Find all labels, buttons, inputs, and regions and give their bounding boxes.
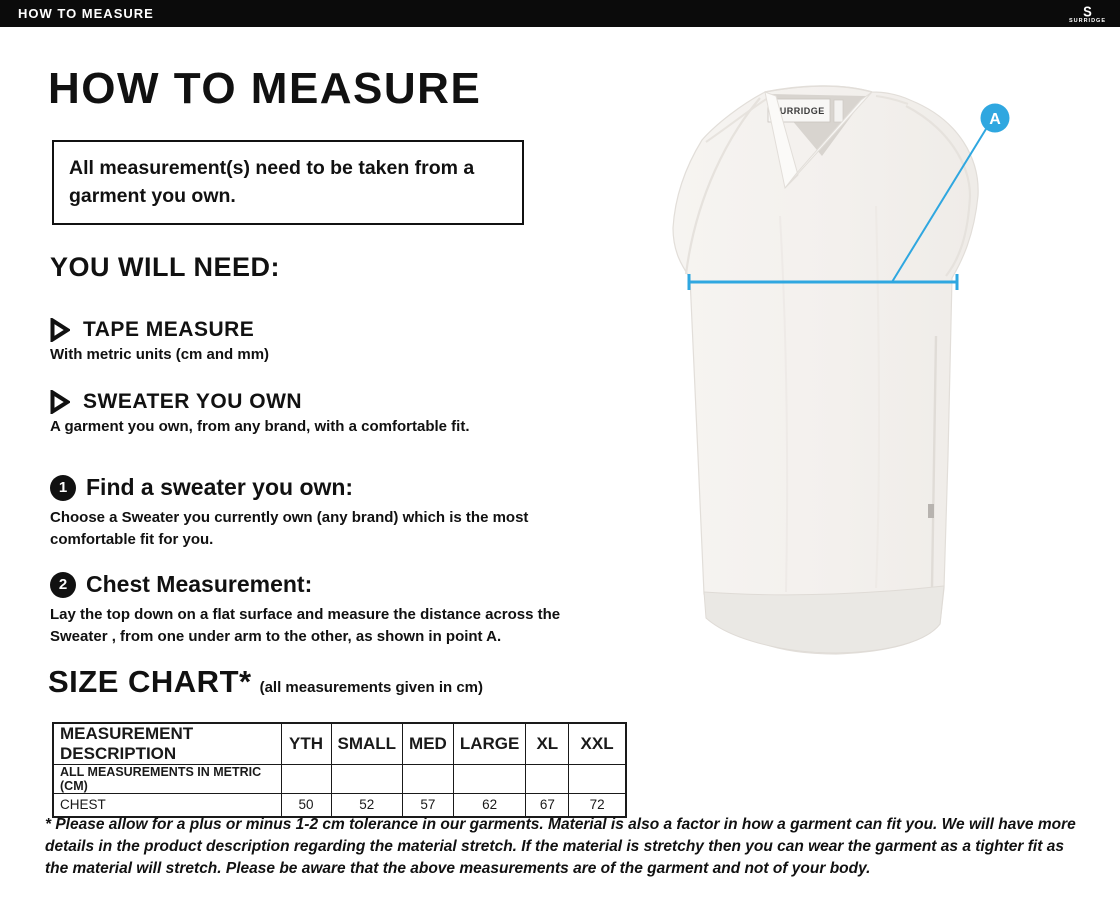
surridge-logo-text: SURRIDGE <box>1068 17 1106 24</box>
chest-value-small: 52 <box>330 793 404 817</box>
need-item-description: With metric units (cm and mm) <box>50 346 270 363</box>
col-header-xxl: XXL <box>568 722 627 765</box>
point-a-label: A <box>989 111 1001 128</box>
step-description: Choose a Sweater you currently own (any … <box>50 509 529 548</box>
empty-cell <box>525 764 570 794</box>
size-chart-heading: SIZE CHART* (all measurements given in c… <box>48 664 483 700</box>
sleeveless-sweater-illustration: SURRIDGE <box>672 85 979 655</box>
col-header-xl: XL <box>525 722 570 765</box>
step-2: 2 Chest Measurement: Lay the top down on… <box>50 571 595 648</box>
chest-row: CHEST 50 52 57 62 67 72 <box>52 793 627 817</box>
size-chart-title: SIZE CHART* <box>48 664 252 699</box>
neck-label-text: SURRIDGE <box>773 106 825 116</box>
top-bar: HOW TO MEASURE S SURRIDGE <box>0 0 1120 27</box>
size-chart-header-row: MEASUREMENT DESCRIPTION YTH SMALL MED LA… <box>52 722 627 765</box>
measurement-note-box: All measurement(s) need to be taken from… <box>52 140 524 226</box>
page-title: HOW TO MEASURE <box>48 64 482 113</box>
chest-value-yth: 50 <box>280 793 332 817</box>
callout-line <box>891 128 987 283</box>
empty-cell <box>280 764 332 794</box>
tolerance-footnote: * Please allow for a plus or minus 1-2 c… <box>45 816 1076 877</box>
empty-cell <box>568 764 627 794</box>
step-description: Lay the top down on a flat surface and m… <box>50 606 561 645</box>
surridge-logo-mark-icon: S <box>1083 2 1092 20</box>
need-item-description: A garment you own, from any brand, with … <box>50 418 470 435</box>
need-item-title: TAPE MEASURE <box>83 318 255 341</box>
surridge-logo: S SURRIDGE <box>1069 3 1106 25</box>
neck-label <box>767 98 831 123</box>
chest-value-xxl: 72 <box>568 793 627 817</box>
step-number-badge: 1 <box>50 474 76 501</box>
you-will-need-heading: YOU WILL NEED: <box>50 252 281 282</box>
step-number-badge: 2 <box>50 571 76 598</box>
col-header-med: MED <box>402 722 454 765</box>
step-title: Chest Measurement: <box>86 571 313 597</box>
chest-value-large: 62 <box>452 793 527 817</box>
need-item-title: SWEATER YOU OWN <box>83 390 303 413</box>
chest-row-label: CHEST <box>52 793 282 817</box>
step-1: 1 Find a sweater you own: Choose a Sweat… <box>50 474 595 551</box>
empty-cell <box>402 764 454 794</box>
col-header-yth: YTH <box>280 722 332 765</box>
empty-cell <box>452 764 527 794</box>
care-label <box>833 99 844 123</box>
chest-value-xl: 67 <box>525 793 570 817</box>
triangle-bullet-icon <box>50 318 70 342</box>
step-title: Find a sweater you own: <box>86 474 354 500</box>
metric-units-label: ALL MEASUREMENTS IN METRIC (CM) <box>52 764 282 794</box>
side-care-tag <box>928 504 934 518</box>
garment-diagram: SURRIDGE A <box>672 85 1010 655</box>
triangle-bullet-icon <box>50 390 70 414</box>
empty-cell <box>330 764 404 794</box>
chest-measurement-overlay <box>687 128 987 290</box>
need-item-tape-measure: TAPE MEASURE With metric units (cm and m… <box>50 318 610 363</box>
size-chart-table: MEASUREMENT DESCRIPTION YTH SMALL MED LA… <box>52 722 627 818</box>
col-header-small: SMALL <box>330 722 404 765</box>
col-header-large: LARGE <box>452 722 527 765</box>
point-a-marker: A <box>980 103 1010 133</box>
size-chart-subtitle: (all measurements given in cm) <box>259 679 483 696</box>
col-header-measurement-description: MEASUREMENT DESCRIPTION <box>52 722 282 765</box>
top-bar-title: HOW TO MEASURE <box>18 6 154 21</box>
need-item-sweater: SWEATER YOU OWN A garment you own, from … <box>50 390 610 435</box>
metric-units-row: ALL MEASUREMENTS IN METRIC (CM) <box>52 764 627 794</box>
chest-value-med: 57 <box>402 793 454 817</box>
